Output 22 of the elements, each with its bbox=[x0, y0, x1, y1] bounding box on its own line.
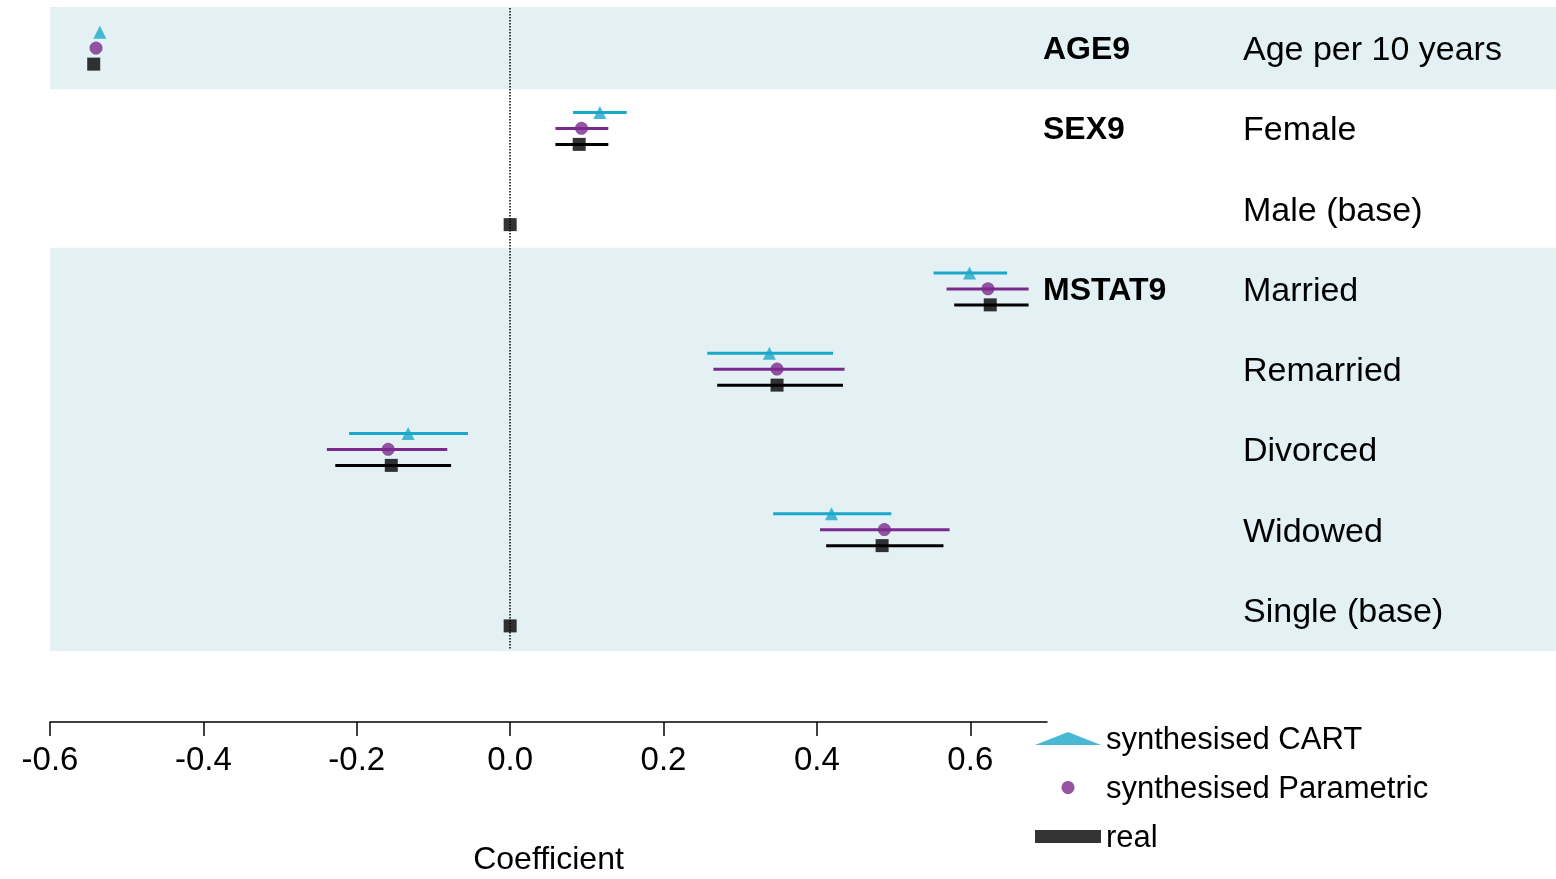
x-axis-title: Coefficient bbox=[473, 840, 624, 876]
x-tick-label: 0.2 bbox=[640, 740, 687, 777]
x-tick-label: -0.4 bbox=[174, 740, 232, 777]
x-tick-label: -0.6 bbox=[21, 740, 79, 777]
y-tick-label: Widowed bbox=[1243, 510, 1383, 549]
y2-tick-label: SEX9 bbox=[1043, 110, 1125, 147]
legend-label: real bbox=[1106, 819, 1158, 854]
y2-tick-label: MSTAT9 bbox=[1043, 270, 1167, 307]
y-tick-label: Female bbox=[1243, 109, 1357, 148]
y-tick-label: Married bbox=[1243, 269, 1359, 308]
y-tick-label: Divorced bbox=[1243, 430, 1378, 469]
x-tick-label: 0.0 bbox=[487, 740, 534, 777]
legend-label: synthesised CART bbox=[1106, 721, 1363, 756]
y-tick-label: Age per 10 years bbox=[1243, 29, 1502, 68]
y-tick-label: Remarried bbox=[1243, 350, 1402, 389]
legend-label: synthesised Parametric bbox=[1106, 770, 1429, 805]
y-tick-label: Single (base) bbox=[1243, 590, 1444, 629]
y2-tick-label: AGE9 bbox=[1043, 30, 1131, 67]
y-tick-label: Male (base) bbox=[1243, 189, 1423, 228]
x-tick-label: 0.6 bbox=[947, 740, 994, 777]
x-tick-label: 0.4 bbox=[793, 740, 840, 777]
x-tick-label: -0.2 bbox=[328, 740, 386, 777]
